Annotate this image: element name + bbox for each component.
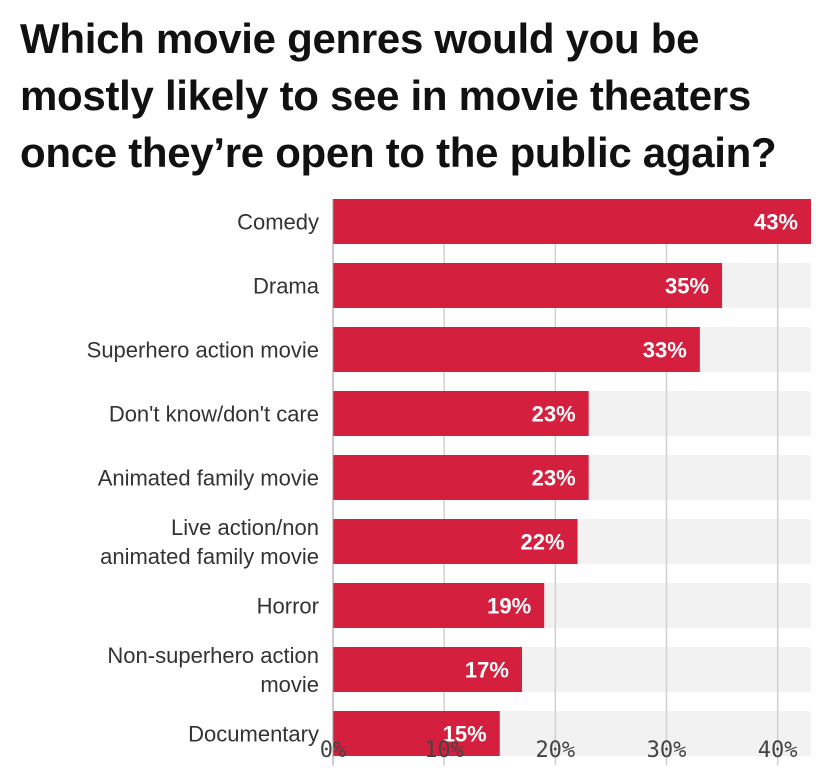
x-tick-label: 10% [424, 738, 464, 763]
category-label: Animated family movie [98, 466, 319, 491]
value-label: 33% [643, 338, 687, 363]
category-label: Documentary [188, 722, 319, 747]
value-label: 43% [754, 210, 798, 235]
bar [333, 519, 578, 564]
value-label: 17% [465, 658, 509, 683]
bar [333, 327, 700, 372]
category-label: animated family movie [100, 544, 319, 569]
value-label: 15% [443, 722, 487, 747]
value-label: 23% [532, 402, 576, 427]
x-tick-label: 20% [535, 738, 575, 763]
bar [333, 199, 811, 244]
category-label: Don't know/don't care [109, 402, 319, 427]
bar [333, 263, 723, 308]
value-label: 23% [532, 466, 576, 491]
x-tick-label: 30% [647, 738, 687, 763]
chart-title: Which movie genres would you be mostly l… [20, 10, 820, 181]
category-label: Drama [253, 274, 320, 299]
bar [333, 711, 500, 756]
category-label: Horror [257, 594, 319, 619]
value-label: 22% [521, 530, 565, 555]
category-label: movie [260, 672, 319, 697]
chart-title-line: mostly likely to see in movie theaters [20, 72, 751, 119]
bar [333, 455, 589, 500]
category-label: Live action/non [171, 515, 319, 540]
x-tick-label: 0% [320, 738, 347, 763]
category-label: Comedy [237, 210, 319, 235]
bar [333, 391, 589, 436]
value-label: 35% [665, 274, 709, 299]
chart-title-line: once they’re open to the public again? [20, 129, 777, 176]
chart-title-line: Which movie genres would you be [20, 15, 700, 62]
value-label: 19% [487, 594, 531, 619]
x-tick-label: 40% [758, 738, 798, 763]
category-label: Non-superhero action [107, 643, 319, 668]
category-label: Superhero action movie [87, 338, 319, 363]
bar [333, 583, 545, 628]
bar [333, 647, 522, 692]
